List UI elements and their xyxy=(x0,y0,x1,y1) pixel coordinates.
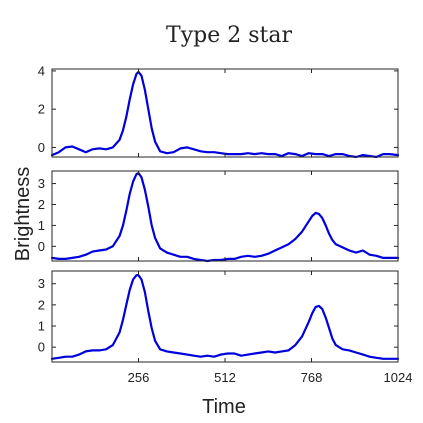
x-tick-label: 256 xyxy=(128,370,150,385)
y-tick-label: 0 xyxy=(38,340,45,355)
y-axis-label: Brightness xyxy=(12,167,34,262)
y-tick-label: 1 xyxy=(38,319,45,334)
y-tick-label: 0 xyxy=(38,140,45,155)
panel-2: 0 1 2 3 xyxy=(38,170,400,263)
series-line-panel-3-1 xyxy=(50,274,400,360)
y-tick-label: 3 xyxy=(38,176,45,191)
panels: 0 2 4 0 1 2 3 0 1 2 3 xyxy=(38,63,400,363)
panel-frame xyxy=(51,270,399,363)
x-axis: 256 512 768 1024 xyxy=(128,370,413,385)
panel-frame xyxy=(51,170,399,262)
series-line-panel-2-1 xyxy=(50,172,400,263)
chart-title: Type 2 star xyxy=(166,23,292,48)
y-tick-label: 3 xyxy=(38,276,45,291)
x-axis-label: Time xyxy=(202,396,246,418)
y-tick-label: 1 xyxy=(38,218,45,233)
panel-3: 0 1 2 3 xyxy=(38,270,400,363)
x-tick-label: 768 xyxy=(301,370,323,385)
panel-1: 0 2 4 xyxy=(38,63,400,159)
y-tick-label: 4 xyxy=(38,63,45,78)
x-tick-label: 1024 xyxy=(384,370,413,385)
panel-frame xyxy=(51,68,399,158)
x-tick-label: 512 xyxy=(214,370,236,385)
series-line-panel-1-1 xyxy=(50,70,400,159)
y-tick-label: 2 xyxy=(38,297,45,312)
y-tick-label: 2 xyxy=(38,197,45,212)
y-tick-label: 2 xyxy=(38,102,45,117)
y-tick-label: 0 xyxy=(38,239,45,254)
